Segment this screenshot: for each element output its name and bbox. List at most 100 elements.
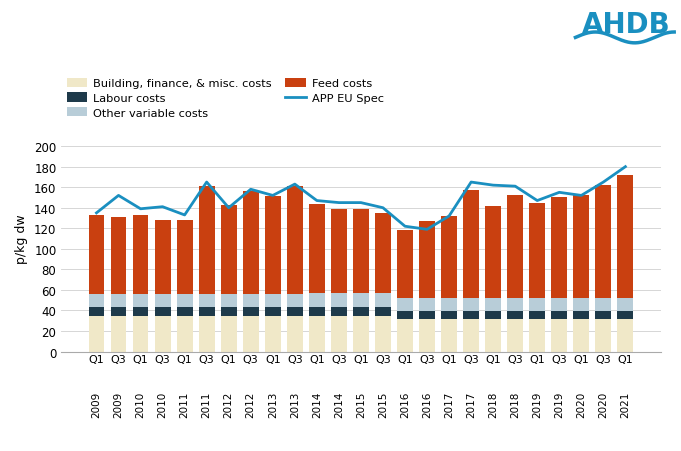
Bar xyxy=(265,197,281,295)
Bar xyxy=(331,308,347,316)
Bar xyxy=(133,316,148,352)
Bar xyxy=(331,293,347,308)
Bar xyxy=(552,312,567,319)
Bar xyxy=(110,217,127,295)
Bar xyxy=(309,293,325,308)
Text: 2013: 2013 xyxy=(290,391,300,417)
Bar xyxy=(199,308,215,316)
Bar xyxy=(552,198,567,299)
Bar xyxy=(375,308,391,316)
Bar xyxy=(243,316,259,352)
Bar xyxy=(89,316,104,352)
Text: 2020: 2020 xyxy=(599,391,608,417)
Bar xyxy=(287,187,303,295)
Bar xyxy=(309,204,325,293)
Bar xyxy=(287,295,303,308)
Bar xyxy=(133,216,148,295)
Bar xyxy=(353,293,369,308)
Bar xyxy=(529,312,545,319)
Bar xyxy=(486,319,501,352)
Text: 2018: 2018 xyxy=(488,391,498,417)
Text: 2017: 2017 xyxy=(466,391,476,417)
Bar xyxy=(618,319,633,352)
Bar xyxy=(265,316,281,352)
Bar xyxy=(110,295,127,308)
Bar xyxy=(507,299,523,312)
Bar xyxy=(595,186,612,299)
Bar xyxy=(375,316,391,352)
Bar xyxy=(176,308,193,316)
Bar xyxy=(353,209,369,293)
Bar xyxy=(595,299,612,312)
Text: 2014: 2014 xyxy=(334,391,344,417)
Bar xyxy=(265,308,281,316)
Text: 2015: 2015 xyxy=(378,391,388,417)
Text: 2011: 2011 xyxy=(180,391,189,417)
Bar xyxy=(419,319,435,352)
Bar xyxy=(419,299,435,312)
Text: 2017: 2017 xyxy=(444,391,454,417)
Bar xyxy=(486,299,501,312)
Bar xyxy=(89,216,104,295)
Bar xyxy=(573,312,589,319)
Bar xyxy=(397,299,413,312)
Bar xyxy=(441,299,457,312)
Text: 2010: 2010 xyxy=(157,391,168,417)
Bar xyxy=(618,299,633,312)
Bar xyxy=(199,187,215,295)
Bar xyxy=(419,312,435,319)
Bar xyxy=(199,295,215,308)
Bar xyxy=(441,319,457,352)
Bar xyxy=(397,312,413,319)
Bar xyxy=(89,308,104,316)
Bar xyxy=(331,316,347,352)
Bar xyxy=(155,295,170,308)
Bar xyxy=(595,312,612,319)
Text: 2012: 2012 xyxy=(246,391,256,417)
Bar xyxy=(419,221,435,299)
Bar xyxy=(287,308,303,316)
Bar xyxy=(507,196,523,299)
Bar xyxy=(441,312,457,319)
Bar xyxy=(243,192,259,295)
Bar xyxy=(529,319,545,352)
Bar xyxy=(463,319,479,352)
Bar xyxy=(133,308,148,316)
Text: 2014: 2014 xyxy=(312,391,322,417)
Text: AHDB: AHDB xyxy=(582,11,671,39)
Text: 2015: 2015 xyxy=(356,391,366,417)
Bar xyxy=(331,209,347,293)
Text: 2020: 2020 xyxy=(576,391,586,417)
Bar xyxy=(552,319,567,352)
Bar xyxy=(155,316,170,352)
Bar xyxy=(199,316,215,352)
Bar xyxy=(507,312,523,319)
Bar xyxy=(176,316,193,352)
Bar xyxy=(397,231,413,299)
Bar xyxy=(243,295,259,308)
Bar xyxy=(573,299,589,312)
Bar xyxy=(529,299,545,312)
Bar xyxy=(507,319,523,352)
Bar xyxy=(463,299,479,312)
Bar xyxy=(309,308,325,316)
Bar xyxy=(287,316,303,352)
Bar xyxy=(375,293,391,308)
Bar xyxy=(353,308,369,316)
Bar xyxy=(486,312,501,319)
Text: 2013: 2013 xyxy=(268,391,278,417)
Text: 2021: 2021 xyxy=(620,391,631,417)
Bar xyxy=(441,216,457,299)
Bar xyxy=(397,319,413,352)
Bar xyxy=(618,312,633,319)
Bar xyxy=(133,295,148,308)
Bar xyxy=(110,308,127,316)
Bar xyxy=(618,175,633,299)
Bar xyxy=(243,308,259,316)
Text: 2019: 2019 xyxy=(554,391,565,417)
Bar xyxy=(529,203,545,299)
Bar xyxy=(155,308,170,316)
Bar xyxy=(221,295,236,308)
Y-axis label: p/kg dw: p/kg dw xyxy=(16,214,29,264)
Bar xyxy=(221,205,236,295)
